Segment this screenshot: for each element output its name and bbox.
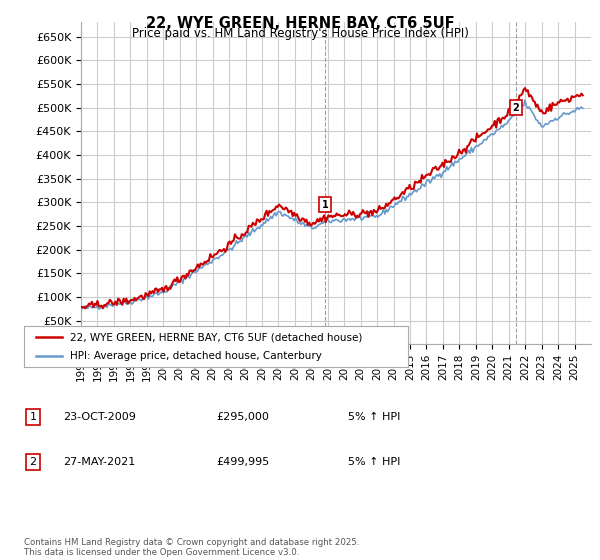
Text: 2: 2 [29, 457, 37, 467]
Text: 1: 1 [322, 200, 328, 209]
Text: 27-MAY-2021: 27-MAY-2021 [63, 457, 135, 467]
Text: 2: 2 [512, 102, 519, 113]
Text: 5% ↑ HPI: 5% ↑ HPI [348, 457, 400, 467]
Text: 23-OCT-2009: 23-OCT-2009 [63, 412, 136, 422]
Text: 5% ↑ HPI: 5% ↑ HPI [348, 412, 400, 422]
Text: 22, WYE GREEN, HERNE BAY, CT6 5UF: 22, WYE GREEN, HERNE BAY, CT6 5UF [146, 16, 454, 31]
Text: £499,995: £499,995 [216, 457, 269, 467]
Text: 1: 1 [29, 412, 37, 422]
Text: Contains HM Land Registry data © Crown copyright and database right 2025.
This d: Contains HM Land Registry data © Crown c… [24, 538, 359, 557]
Text: 22, WYE GREEN, HERNE BAY, CT6 5UF (detached house): 22, WYE GREEN, HERNE BAY, CT6 5UF (detac… [70, 333, 362, 342]
Text: HPI: Average price, detached house, Canterbury: HPI: Average price, detached house, Cant… [70, 351, 322, 361]
Text: £295,000: £295,000 [216, 412, 269, 422]
Text: Price paid vs. HM Land Registry's House Price Index (HPI): Price paid vs. HM Land Registry's House … [131, 27, 469, 40]
